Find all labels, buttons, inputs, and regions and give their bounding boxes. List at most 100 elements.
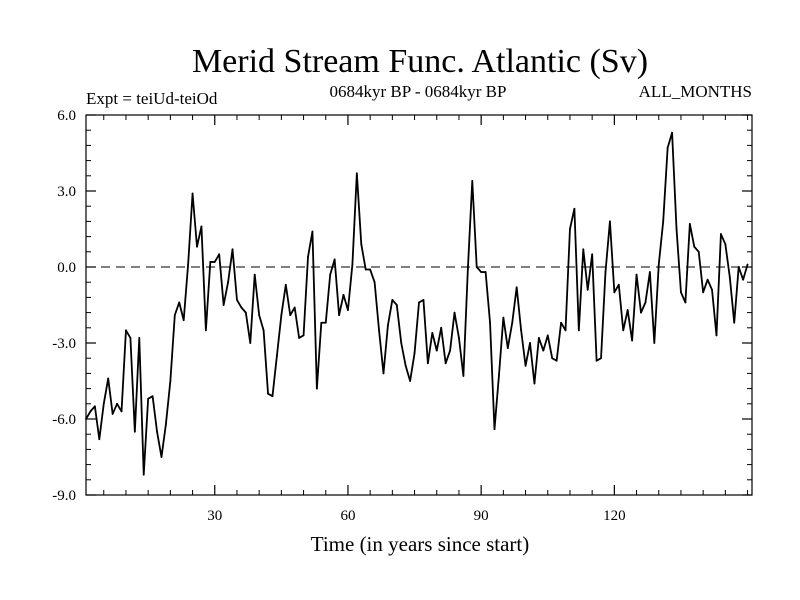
data-point <box>93 405 96 408</box>
data-point <box>706 278 709 281</box>
data-point <box>151 395 154 398</box>
data-point <box>196 245 198 248</box>
data-point <box>569 228 571 230</box>
time-range-label: 0684kyr BP - 0684kyr BP <box>330 82 507 101</box>
data-point <box>702 291 705 294</box>
plot-area <box>85 114 753 496</box>
data-point <box>453 311 456 314</box>
data-point <box>426 362 429 365</box>
data-point <box>560 321 562 324</box>
data-point <box>129 337 132 339</box>
series-line <box>85 131 749 476</box>
data-point <box>537 337 540 339</box>
data-point <box>462 375 465 377</box>
data-point <box>435 349 438 352</box>
data-point <box>466 268 469 271</box>
y-tick-label: 3.0 <box>57 184 76 200</box>
experiment-label: Expt = teiUd-teiOd <box>86 89 218 108</box>
data-point <box>182 319 185 322</box>
data-point <box>307 255 309 258</box>
data-point <box>688 223 691 225</box>
data-point <box>564 329 567 332</box>
data-point <box>258 314 261 317</box>
data-point <box>102 402 105 405</box>
y-tick-label: 6.0 <box>57 108 76 124</box>
data-point <box>373 281 376 284</box>
data-point <box>520 329 523 332</box>
data-point <box>728 276 731 279</box>
data-point <box>142 473 145 476</box>
data-point <box>680 291 682 294</box>
data-point <box>657 263 660 266</box>
data-point <box>284 283 287 286</box>
x-tick-label: 120 <box>603 508 626 524</box>
data-point <box>338 314 340 317</box>
data-point <box>746 263 749 266</box>
y-tick-label: -6.0 <box>52 412 76 428</box>
data-point <box>506 347 509 349</box>
data-point <box>156 430 158 433</box>
data-point <box>742 278 745 281</box>
data-point <box>240 306 243 309</box>
data-point <box>404 364 407 367</box>
data-point <box>640 311 642 314</box>
data-point <box>213 261 216 263</box>
data-point <box>320 321 323 324</box>
data-point <box>662 220 665 223</box>
data-point <box>711 288 713 291</box>
data-point <box>364 268 367 271</box>
data-point <box>542 349 545 352</box>
data-point <box>617 283 620 286</box>
data-point <box>502 316 505 319</box>
x-tick-label: 30 <box>207 508 222 524</box>
data-point <box>85 418 87 420</box>
data-point <box>458 337 460 339</box>
minor-ticks <box>86 115 752 495</box>
data-point <box>178 301 181 304</box>
data-point <box>644 301 647 304</box>
data-point <box>218 253 221 256</box>
data-point <box>360 243 363 246</box>
data-point <box>116 402 118 405</box>
data-point <box>489 321 491 324</box>
data-point <box>120 410 123 413</box>
data-point <box>600 357 602 360</box>
data-point <box>484 271 487 273</box>
data-point <box>333 258 336 261</box>
data-point <box>609 220 611 223</box>
data-point <box>173 314 176 317</box>
data-point <box>329 273 332 276</box>
data-point <box>276 354 278 357</box>
data-point <box>591 253 594 256</box>
data-point <box>671 131 673 134</box>
chart-title: Merid Stream Func. Atlantic (Sv) <box>192 43 648 80</box>
data-point <box>107 377 110 380</box>
y-tick-label: -3.0 <box>52 336 76 352</box>
data-point <box>244 311 247 314</box>
data-point <box>271 395 274 398</box>
months-label: ALL_MONTHS <box>639 82 752 101</box>
x-tick-label: 90 <box>474 508 489 524</box>
data-point <box>693 245 696 248</box>
data-point <box>387 324 389 327</box>
data-point <box>262 329 265 332</box>
data-point <box>351 263 354 266</box>
data-point <box>471 179 474 182</box>
data-point <box>733 321 736 324</box>
data-point <box>666 147 669 149</box>
data-point <box>289 314 292 317</box>
data-point <box>324 321 327 324</box>
data-point <box>715 334 718 337</box>
data-point <box>582 248 585 251</box>
data-point <box>511 321 514 324</box>
data-point <box>422 299 425 301</box>
data-point <box>187 263 190 266</box>
data-point <box>355 172 358 175</box>
data-point <box>133 430 136 433</box>
data-point <box>675 228 678 230</box>
data-point <box>342 293 345 296</box>
data-point <box>191 192 194 195</box>
data-point <box>555 359 558 362</box>
data-point <box>720 233 722 235</box>
data-point <box>400 342 403 344</box>
